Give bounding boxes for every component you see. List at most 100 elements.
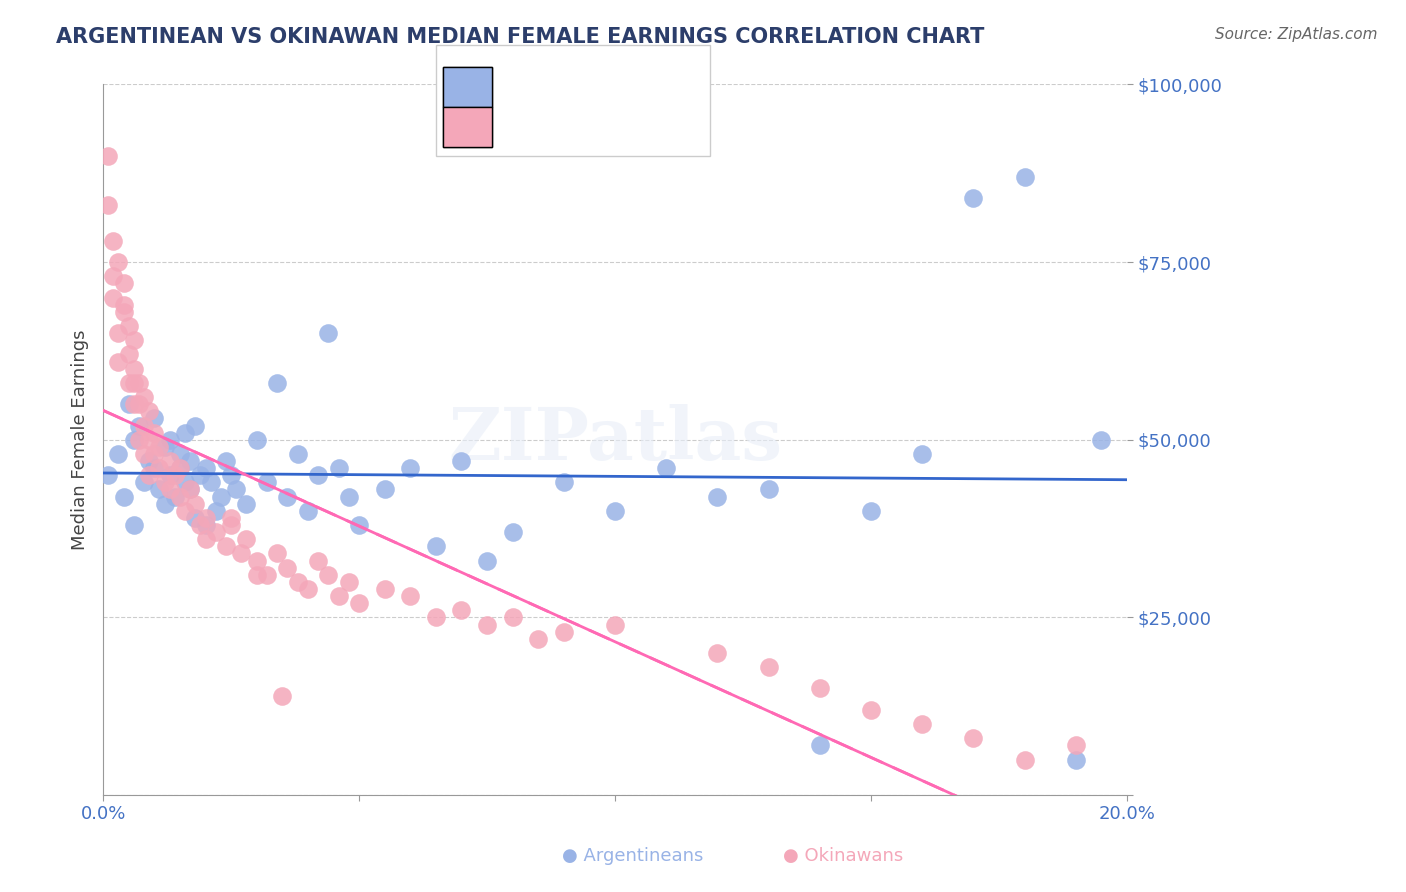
Point <box>138 404 160 418</box>
Point <box>179 483 201 497</box>
Point <box>169 461 191 475</box>
Point <box>200 475 222 490</box>
Point <box>112 298 135 312</box>
Point <box>107 255 129 269</box>
Point <box>159 454 181 468</box>
Point <box>128 433 150 447</box>
Point <box>347 518 370 533</box>
Point <box>107 326 129 340</box>
Point <box>163 468 186 483</box>
Point <box>276 490 298 504</box>
Text: ● Okinawans: ● Okinawans <box>783 847 904 865</box>
Point <box>425 539 447 553</box>
Point <box>194 518 217 533</box>
Point <box>163 490 186 504</box>
Point <box>132 447 155 461</box>
Text: Source: ZipAtlas.com: Source: ZipAtlas.com <box>1215 27 1378 42</box>
Point <box>179 454 201 468</box>
Point <box>204 504 226 518</box>
Point <box>337 574 360 589</box>
Point <box>122 376 145 390</box>
Point <box>502 610 524 624</box>
Point <box>128 397 150 411</box>
Point <box>143 425 166 440</box>
Point <box>194 511 217 525</box>
Point <box>219 468 242 483</box>
Point <box>118 397 141 411</box>
Point <box>475 617 498 632</box>
Point <box>138 454 160 468</box>
Point <box>276 560 298 574</box>
Point <box>132 475 155 490</box>
Point <box>184 511 207 525</box>
Point <box>169 461 191 475</box>
Point <box>347 596 370 610</box>
Point <box>184 418 207 433</box>
Point <box>758 660 780 674</box>
Point <box>122 397 145 411</box>
Point <box>266 376 288 390</box>
Point <box>174 425 197 440</box>
Text: ARGENTINEAN VS OKINAWAN MEDIAN FEMALE EARNINGS CORRELATION CHART: ARGENTINEAN VS OKINAWAN MEDIAN FEMALE EA… <box>56 27 984 46</box>
Point <box>194 461 217 475</box>
Point <box>103 234 125 248</box>
Point <box>235 533 257 547</box>
Point <box>209 490 232 504</box>
Point <box>132 418 155 433</box>
Y-axis label: Median Female Earnings: Median Female Earnings <box>72 329 89 550</box>
Point <box>655 461 678 475</box>
Point <box>174 504 197 518</box>
Point <box>103 269 125 284</box>
Point <box>1064 752 1087 766</box>
Point <box>287 574 309 589</box>
Point <box>153 497 176 511</box>
Point <box>103 291 125 305</box>
Point <box>204 525 226 540</box>
Point <box>246 433 269 447</box>
Point <box>184 497 207 511</box>
Point <box>215 539 238 553</box>
Point <box>159 483 181 497</box>
Point <box>148 440 170 454</box>
Point <box>475 553 498 567</box>
Point <box>112 490 135 504</box>
Point <box>118 347 141 361</box>
Point <box>112 305 135 319</box>
Point <box>118 319 141 334</box>
Point <box>174 475 197 490</box>
Point <box>307 553 329 567</box>
Point <box>808 681 831 696</box>
Point <box>808 739 831 753</box>
Point <box>911 447 934 461</box>
Point <box>1014 169 1036 184</box>
Point <box>132 390 155 404</box>
Point <box>190 518 212 533</box>
Point <box>603 617 626 632</box>
Point <box>425 610 447 624</box>
Text: R = -0.326: R = -0.326 <box>492 114 589 132</box>
Point <box>706 646 728 660</box>
Point <box>138 468 160 483</box>
Point <box>112 277 135 291</box>
Point <box>297 504 319 518</box>
Point <box>122 433 145 447</box>
Text: N = 79: N = 79 <box>633 114 696 132</box>
Point <box>318 567 340 582</box>
Point <box>107 447 129 461</box>
Text: N = 74: N = 74 <box>633 73 696 91</box>
Point <box>860 504 883 518</box>
Point <box>450 454 472 468</box>
Point <box>271 689 294 703</box>
Point <box>143 411 166 425</box>
Point <box>122 333 145 347</box>
Point <box>911 717 934 731</box>
Text: ZIPatlas: ZIPatlas <box>449 404 782 475</box>
Point <box>502 525 524 540</box>
Point <box>215 454 238 468</box>
Point <box>153 475 176 490</box>
Point <box>107 354 129 368</box>
Point <box>231 546 253 560</box>
Point <box>297 582 319 596</box>
Point <box>256 567 278 582</box>
Point <box>328 589 350 603</box>
